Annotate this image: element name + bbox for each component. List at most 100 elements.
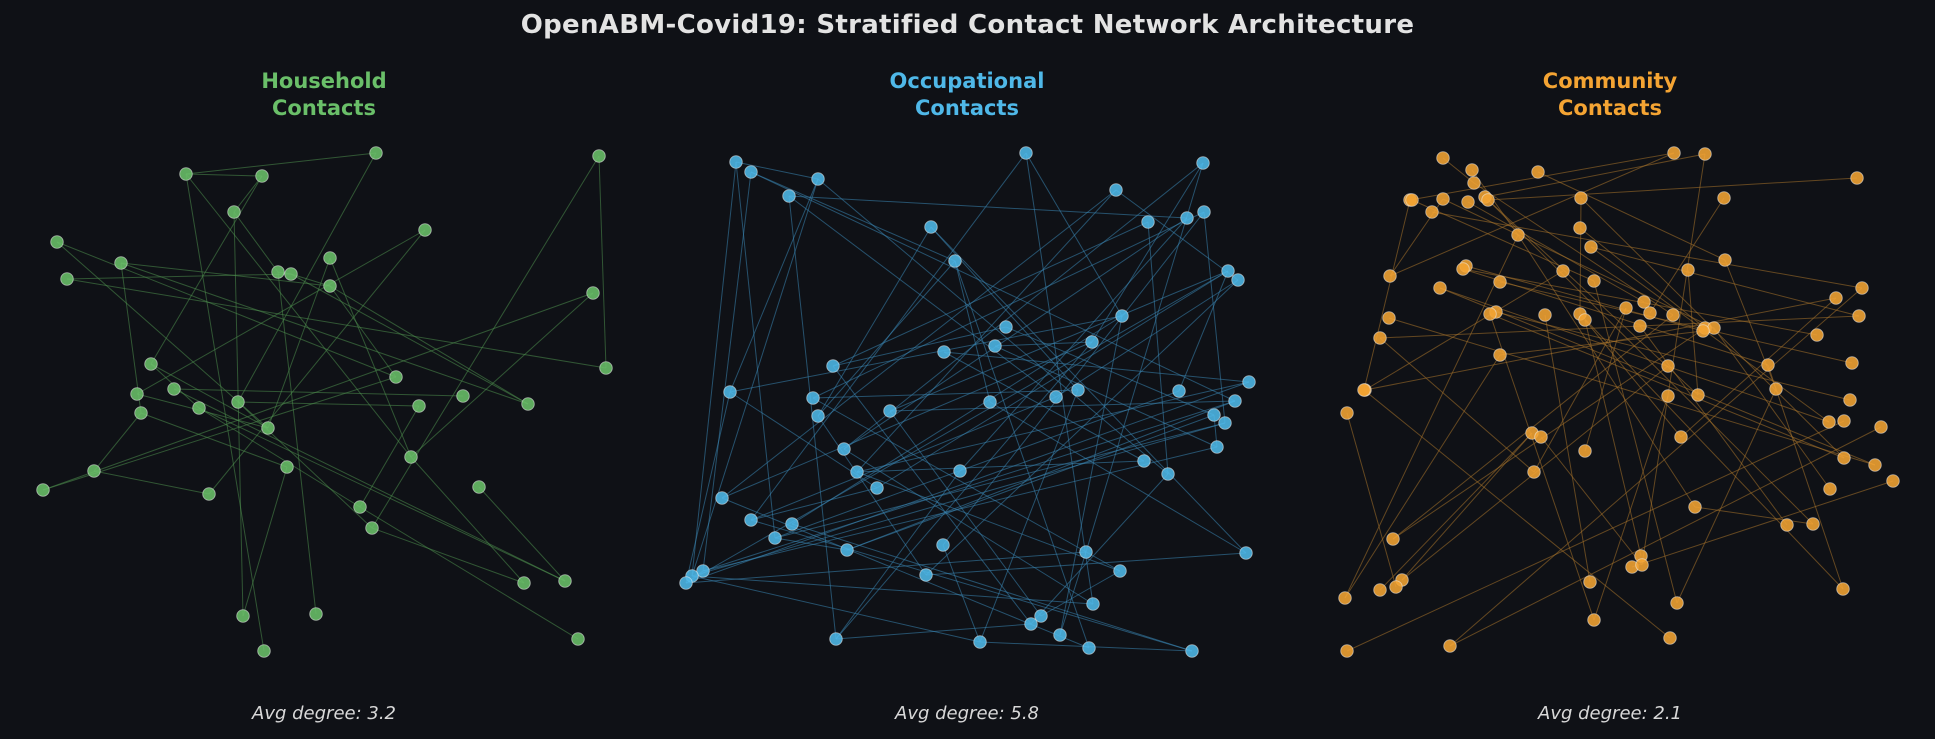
occupational-contact-edge bbox=[774, 537, 848, 551]
household-contact-edge bbox=[208, 229, 426, 495]
occupational-contact-node bbox=[806, 391, 820, 405]
household-contact-edge bbox=[329, 285, 529, 405]
community-contact-edge bbox=[1593, 395, 1669, 621]
occupational-contact-node bbox=[988, 339, 1002, 353]
household-contact-edge bbox=[233, 175, 263, 213]
community-contact-edge bbox=[1489, 313, 1595, 621]
community-contact-node bbox=[1556, 264, 1570, 278]
occupational-contact-node bbox=[883, 404, 897, 418]
community-contact-node bbox=[1357, 383, 1371, 397]
occupational-contact-edge bbox=[788, 195, 1057, 398]
community-contact-node bbox=[1780, 518, 1794, 532]
household-contact-node bbox=[323, 279, 337, 293]
household-contact-node bbox=[456, 389, 470, 403]
occupational-contact-node bbox=[826, 359, 840, 373]
occupational-contact-edge bbox=[832, 221, 1149, 367]
community-contact-edge bbox=[1584, 319, 1642, 557]
community-contact-node bbox=[1681, 263, 1695, 277]
community-contact-node bbox=[1845, 356, 1859, 370]
community-contact-node bbox=[1511, 228, 1525, 242]
occupational-contact-edge bbox=[750, 519, 1193, 652]
community-contact-node bbox=[1443, 639, 1457, 653]
occupational-contact-edge bbox=[835, 470, 961, 640]
occupational-contact-edge bbox=[942, 211, 1205, 546]
household-contact-edge bbox=[185, 173, 412, 458]
community-contact-edge bbox=[1439, 287, 1830, 423]
household-contact-edge bbox=[233, 211, 279, 273]
household-avg-degree: Avg degree: 3.2 bbox=[252, 703, 396, 724]
occupational-contact-edge bbox=[942, 544, 981, 643]
household-contact-node bbox=[134, 406, 148, 420]
community-contact-edge bbox=[1767, 364, 1844, 590]
household-contact-node bbox=[167, 382, 181, 396]
occupational-contact-node bbox=[948, 254, 962, 268]
community-contact-node bbox=[1493, 275, 1507, 289]
occupational-contact-edge bbox=[691, 575, 1094, 605]
occupational-contact-edge bbox=[1085, 162, 1204, 553]
occupational-contact-node bbox=[840, 543, 854, 557]
household-contact-node bbox=[144, 357, 158, 371]
occupational-contact-node bbox=[983, 395, 997, 409]
community-contact-edge bbox=[1439, 287, 1876, 466]
household-contact-node bbox=[130, 387, 144, 401]
occupational-contact-node bbox=[1141, 215, 1155, 229]
occupational-contact-node bbox=[1113, 564, 1127, 578]
occupational-contact-edge bbox=[925, 552, 1247, 576]
community-contact-node bbox=[1806, 517, 1820, 531]
community-contact-edge bbox=[1344, 234, 1519, 599]
community-contact-node bbox=[1843, 393, 1857, 407]
occupational-contact-node bbox=[1024, 617, 1038, 631]
community-title-line2: Contacts bbox=[1558, 96, 1662, 120]
occupational-contact-edge bbox=[943, 351, 1250, 383]
community-contact-node bbox=[1483, 307, 1497, 321]
community-contact-edge bbox=[1649, 197, 1725, 314]
occupational-contact-node bbox=[1115, 309, 1129, 323]
household-contact-node bbox=[261, 421, 275, 435]
occupational-contact-edge bbox=[685, 551, 1087, 584]
occupational-contact-edge bbox=[1178, 270, 1229, 392]
occupational-contact-node bbox=[1109, 183, 1123, 197]
household-contact-node bbox=[271, 265, 285, 279]
community-contact-edge bbox=[1499, 330, 1704, 356]
household-contact-node bbox=[192, 401, 206, 415]
community-contact-node bbox=[1425, 205, 1439, 219]
occupational-contact-edge bbox=[930, 226, 1079, 391]
community-contact-node bbox=[1837, 414, 1851, 428]
occupational-contact-node bbox=[850, 465, 864, 479]
community-contact-node bbox=[1456, 262, 1470, 276]
household-contact-node bbox=[517, 576, 531, 590]
household-contact-edge bbox=[136, 229, 426, 395]
occupational-contact-edge bbox=[832, 326, 1007, 367]
community-contact-node bbox=[1538, 308, 1552, 322]
occupational-contact-edge bbox=[1203, 211, 1226, 424]
occupational-contact-node bbox=[829, 632, 843, 646]
community-contact-edge bbox=[1694, 506, 1814, 525]
occupational-contact-edge bbox=[774, 390, 1180, 539]
occupational-contact-node bbox=[936, 538, 950, 552]
occupational-contact-edge bbox=[774, 422, 1226, 539]
occupational-contact-node bbox=[1185, 644, 1199, 658]
household-contact-edge bbox=[42, 376, 397, 491]
community-contact-node bbox=[1810, 328, 1824, 342]
household-contact-node bbox=[592, 149, 606, 163]
community-contact-node bbox=[1837, 451, 1851, 465]
household-contact-node bbox=[257, 644, 271, 658]
community-contact-node bbox=[1574, 191, 1588, 205]
occupational-contact-edge bbox=[846, 414, 1215, 551]
occupational-contact-edge bbox=[889, 410, 1042, 617]
community-contact-node bbox=[1691, 388, 1705, 402]
household-contact-node bbox=[227, 205, 241, 219]
community-contact-edge bbox=[1544, 314, 1591, 583]
community-contact-edge bbox=[1344, 354, 1501, 599]
occupational-contact-edge bbox=[989, 401, 1247, 554]
occupational-contact-node bbox=[953, 464, 967, 478]
occupational-contact-node bbox=[1049, 390, 1063, 404]
occupational-contact-edge bbox=[721, 189, 1117, 499]
occupational-contact-node bbox=[696, 564, 710, 578]
community-contact-edge bbox=[1533, 307, 1627, 473]
community-contact-edge bbox=[1484, 153, 1706, 198]
occupational-contact-edge bbox=[817, 415, 927, 576]
occupational-contact-node bbox=[1197, 205, 1211, 219]
household-contact-node bbox=[255, 169, 269, 183]
occupational-contact-edge bbox=[788, 195, 1188, 219]
